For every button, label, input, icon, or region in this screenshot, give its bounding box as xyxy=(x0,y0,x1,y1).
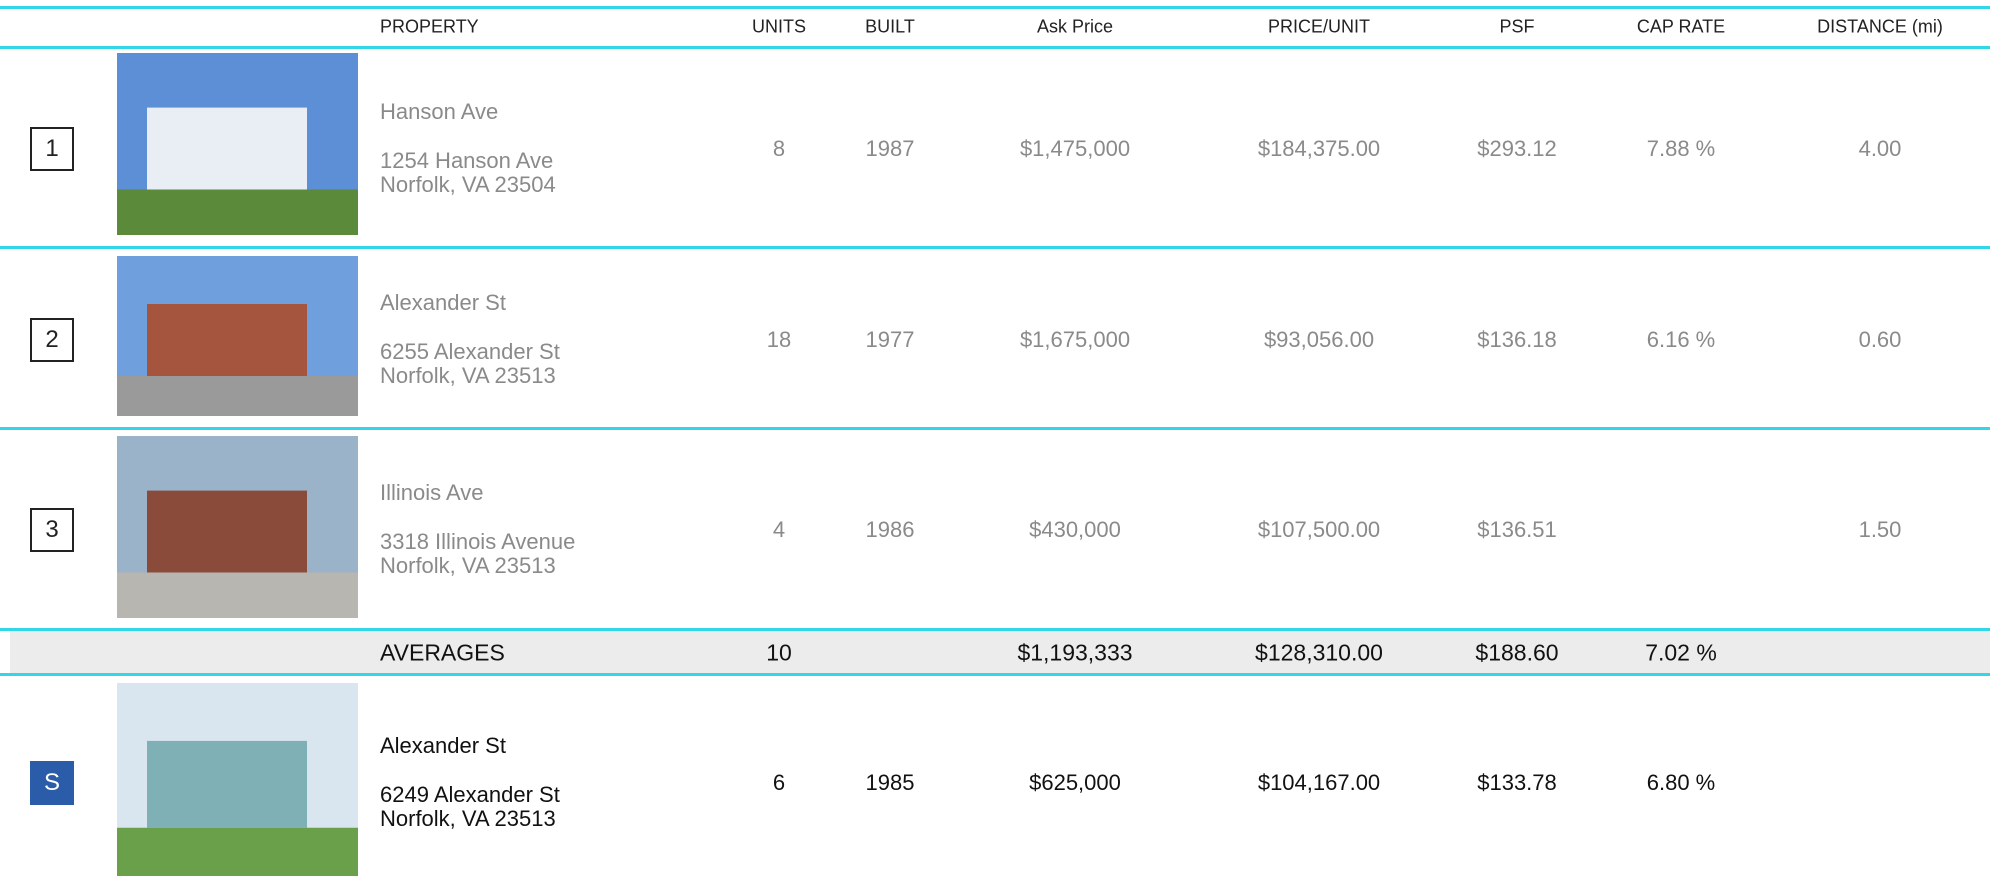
price-per-unit: $93,056.00 xyxy=(1263,327,1375,352)
built: 1986 xyxy=(865,517,915,542)
property-address: Norfolk, VA 23513 xyxy=(380,553,556,578)
distance: 0.60 xyxy=(1858,327,1902,352)
average-ask-price: $1,193,333 xyxy=(1017,639,1133,666)
price-per-unit: $107,500.00 xyxy=(1257,517,1381,542)
column-header: PSF xyxy=(1499,16,1535,37)
row-divider xyxy=(0,427,1990,430)
psf: $133.78 xyxy=(1477,770,1557,795)
row-divider xyxy=(0,628,1990,631)
property-address: Norfolk, VA 23513 xyxy=(380,806,556,831)
averages-label: AVERAGES xyxy=(380,639,505,666)
property-photo xyxy=(117,436,358,618)
property-address: Norfolk, VA 23504 xyxy=(380,172,556,197)
average-psf: $188.60 xyxy=(1475,639,1559,666)
built: 1985 xyxy=(865,770,915,795)
property-photo xyxy=(117,683,358,876)
property-address: 3318 Illinois Avenue xyxy=(380,529,576,554)
row-divider xyxy=(0,46,1990,49)
units: 6 xyxy=(772,770,786,795)
psf: $136.18 xyxy=(1477,327,1557,352)
row-divider xyxy=(0,673,1990,676)
column-header: DISTANCE (mi) xyxy=(1817,16,1943,37)
property-name: Alexander St xyxy=(380,290,506,315)
averages-band xyxy=(10,631,1990,673)
photo-art xyxy=(117,683,358,876)
property-address: Norfolk, VA 23513 xyxy=(380,363,556,388)
units: 8 xyxy=(772,136,786,161)
column-header: BUILT xyxy=(865,16,915,37)
photo-art xyxy=(117,53,358,235)
row-number: 3 xyxy=(30,508,74,552)
cap-rate: 7.88 % xyxy=(1646,136,1716,161)
average-units: 10 xyxy=(766,639,792,666)
property-address: 6249 Alexander St xyxy=(380,782,560,807)
column-header: PRICE/UNIT xyxy=(1267,16,1371,37)
property-name: Hanson Ave xyxy=(380,99,499,124)
property-name: Illinois Ave xyxy=(380,480,484,505)
average-cap-rate: 7.02 % xyxy=(1645,639,1717,666)
property-photo xyxy=(117,256,358,416)
column-header: Ask Price xyxy=(1036,16,1114,37)
ask-price: $1,675,000 xyxy=(1019,327,1131,352)
distance: 4.00 xyxy=(1858,136,1902,161)
built: 1987 xyxy=(865,136,915,161)
psf: $136.51 xyxy=(1477,517,1557,542)
average-price-per-unit: $128,310.00 xyxy=(1255,639,1383,666)
column-header: CAP RATE xyxy=(1636,16,1726,37)
ask-price: $625,000 xyxy=(1029,770,1121,795)
row-number: 1 xyxy=(30,127,74,171)
price-per-unit: $184,375.00 xyxy=(1257,136,1381,161)
row-divider xyxy=(0,6,1990,9)
price-per-unit: $104,167.00 xyxy=(1257,770,1381,795)
units: 18 xyxy=(766,327,792,352)
built: 1977 xyxy=(865,327,915,352)
subject-marker: S xyxy=(30,761,74,805)
cap-rate: 6.80 % xyxy=(1646,770,1716,795)
ask-price: $1,475,000 xyxy=(1019,136,1131,161)
column-header: UNITS xyxy=(752,16,806,37)
property-address: 6255 Alexander St xyxy=(380,339,560,364)
units: 4 xyxy=(772,517,786,542)
photo-art xyxy=(117,436,358,618)
property-address: 1254 Hanson Ave xyxy=(380,148,554,173)
photo-art xyxy=(117,256,358,416)
cap-rate: 6.16 % xyxy=(1646,327,1716,352)
distance: 1.50 xyxy=(1858,517,1902,542)
property-photo xyxy=(117,53,358,235)
row-divider xyxy=(0,246,1990,249)
property-name: Alexander St xyxy=(380,733,506,758)
column-header: PROPERTY xyxy=(380,16,479,37)
psf: $293.12 xyxy=(1477,136,1557,161)
ask-price: $430,000 xyxy=(1029,517,1121,542)
row-number: 2 xyxy=(30,318,74,362)
